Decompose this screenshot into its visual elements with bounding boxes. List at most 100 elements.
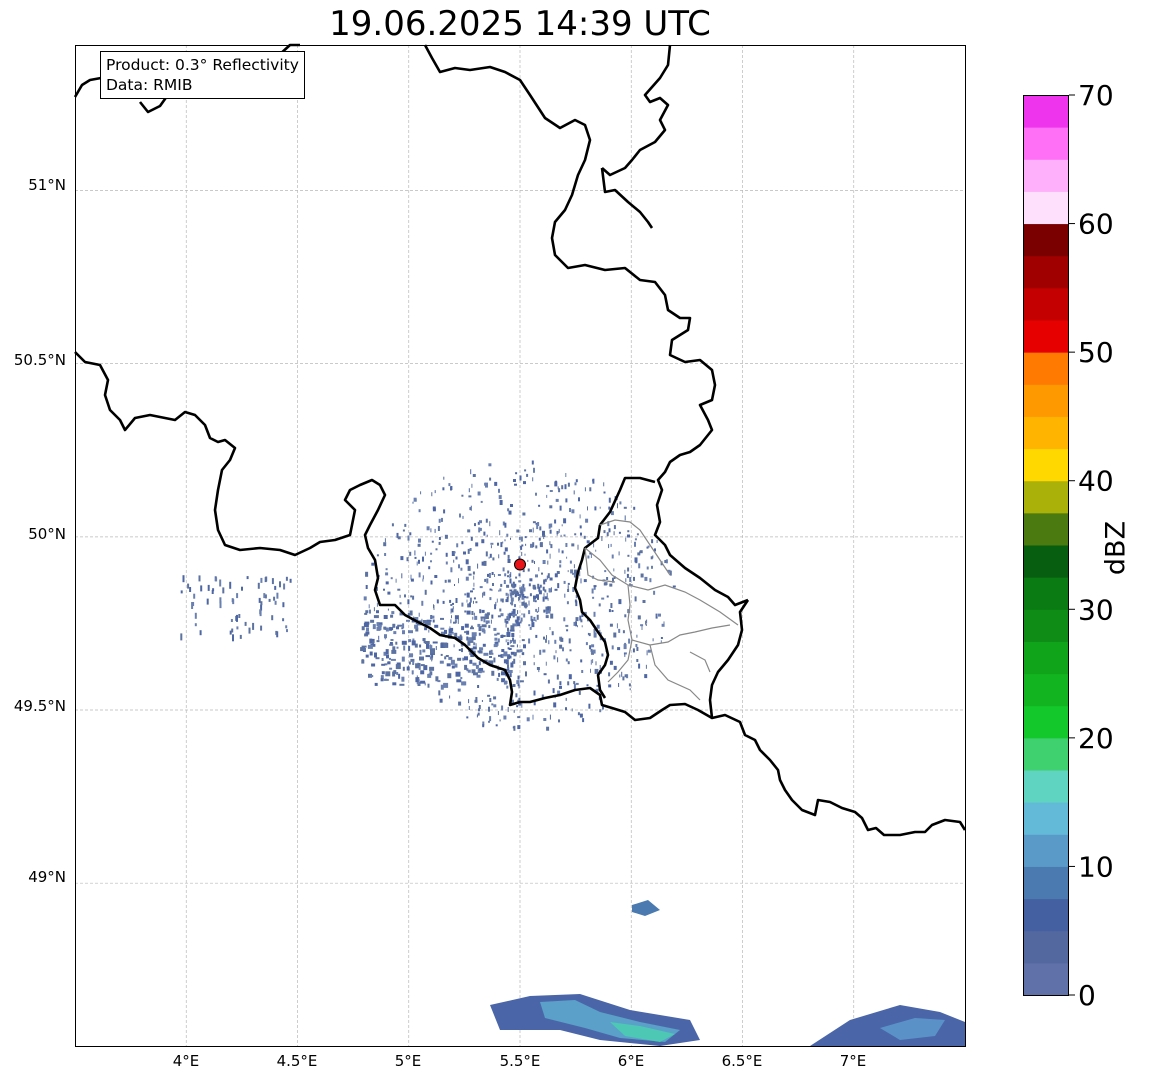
echo-pixel xyxy=(369,651,373,656)
echo-pixel xyxy=(373,607,375,612)
echo-pixel xyxy=(623,506,627,509)
echo-pixel xyxy=(418,538,421,543)
echo-pixel xyxy=(488,720,490,723)
echo-pixel xyxy=(409,653,413,658)
echo-pixel xyxy=(506,533,509,537)
echo-pixel xyxy=(383,626,387,630)
echo-pixel xyxy=(567,482,570,487)
echo-pixel xyxy=(383,588,385,591)
echo-pixel xyxy=(601,597,605,600)
echo-pixel xyxy=(414,498,417,502)
echo-pixel xyxy=(471,611,474,615)
echo-pixel xyxy=(535,619,537,622)
echo-pixel xyxy=(590,668,591,673)
echo-pixel xyxy=(424,589,427,595)
echo-pixel xyxy=(485,482,488,488)
data-source-text: Data: RMIB xyxy=(106,76,193,94)
echo-pixel xyxy=(559,681,562,686)
echo-pixel xyxy=(448,483,451,487)
echo-pixel xyxy=(574,599,577,603)
echo-pixel xyxy=(608,672,611,677)
echo-pixel xyxy=(549,714,551,720)
echo-pixel xyxy=(494,574,495,577)
echo-pixel xyxy=(531,622,535,628)
echo-pixel xyxy=(450,604,453,606)
echo-pixel xyxy=(461,541,464,545)
echo-pixel xyxy=(543,609,546,613)
echo-pixel xyxy=(601,536,603,541)
echo-pixel xyxy=(389,657,391,660)
echo-pixel xyxy=(399,612,405,616)
echo-pixel xyxy=(418,509,421,513)
echo-pixel xyxy=(507,559,511,563)
echo-pixel xyxy=(493,627,497,631)
echo-pixel xyxy=(445,552,448,557)
echo-pixel xyxy=(627,554,630,557)
echo-pixel xyxy=(572,587,575,592)
echo-pixel xyxy=(268,598,271,602)
echo-pixel xyxy=(568,638,571,644)
echo-pixel xyxy=(407,535,410,541)
echo-pixel xyxy=(558,528,560,533)
echo-pixel xyxy=(450,619,452,624)
echo-pixel xyxy=(510,645,515,648)
echo-pixel xyxy=(509,673,512,678)
echo-pixel xyxy=(505,639,507,643)
echo-pixel xyxy=(508,616,510,621)
echo-pixel xyxy=(634,557,638,563)
echo-pixel xyxy=(574,482,577,486)
echo-pixel xyxy=(534,561,535,564)
echo-pixel xyxy=(502,521,505,526)
echo-pixel xyxy=(454,584,455,586)
echo-pixel xyxy=(515,693,518,698)
echo-pixel xyxy=(457,657,462,661)
echo-pixel xyxy=(603,482,605,487)
echo-pixel xyxy=(419,656,424,661)
echo-pixel xyxy=(384,663,388,666)
echo-pixel xyxy=(489,652,494,655)
echo-pixel xyxy=(647,545,650,548)
echo-pixel xyxy=(511,613,517,616)
echo-pixel xyxy=(550,523,553,528)
echo-pixel xyxy=(461,643,464,647)
echo-pixel xyxy=(392,671,396,677)
echo-pixel xyxy=(370,675,374,678)
echo-pixel xyxy=(565,543,568,547)
echo-pixel xyxy=(585,642,588,646)
echo-pixel xyxy=(264,594,267,599)
echo-pixel xyxy=(636,647,639,651)
precipitation-band xyxy=(632,900,660,916)
echo-pixel xyxy=(533,662,535,666)
echo-pixel xyxy=(594,506,597,511)
echo-pixel xyxy=(613,665,617,670)
echo-pixel xyxy=(523,602,527,608)
echo-pixel xyxy=(543,537,545,539)
echo-pixel xyxy=(420,680,426,684)
echo-pixel xyxy=(391,649,397,654)
echo-pixel xyxy=(415,627,419,632)
echo-pixel xyxy=(493,696,497,700)
echo-pixel xyxy=(524,596,526,598)
echo-pixel xyxy=(510,651,515,655)
echo-pixel xyxy=(618,531,621,534)
echo-pixel xyxy=(590,554,592,558)
echo-pixel xyxy=(417,543,421,547)
echo-pixel xyxy=(486,612,490,616)
echo-pixel xyxy=(507,627,509,632)
echo-pixel xyxy=(627,534,630,538)
echo-pixel xyxy=(385,572,389,576)
echo-pixel xyxy=(429,666,435,671)
echo-pixel xyxy=(537,522,540,526)
echo-pixel xyxy=(471,636,476,641)
echo-pixel xyxy=(432,641,438,644)
echo-pixel xyxy=(539,584,542,588)
echo-pixel xyxy=(609,583,613,587)
echo-pixel xyxy=(461,602,464,607)
echo-pixel xyxy=(618,551,620,556)
echo-pixel xyxy=(498,654,502,657)
echo-pixel xyxy=(477,491,481,496)
echo-pixel xyxy=(440,627,445,630)
echo-pixel xyxy=(428,629,430,633)
echo-pixel xyxy=(477,650,481,653)
